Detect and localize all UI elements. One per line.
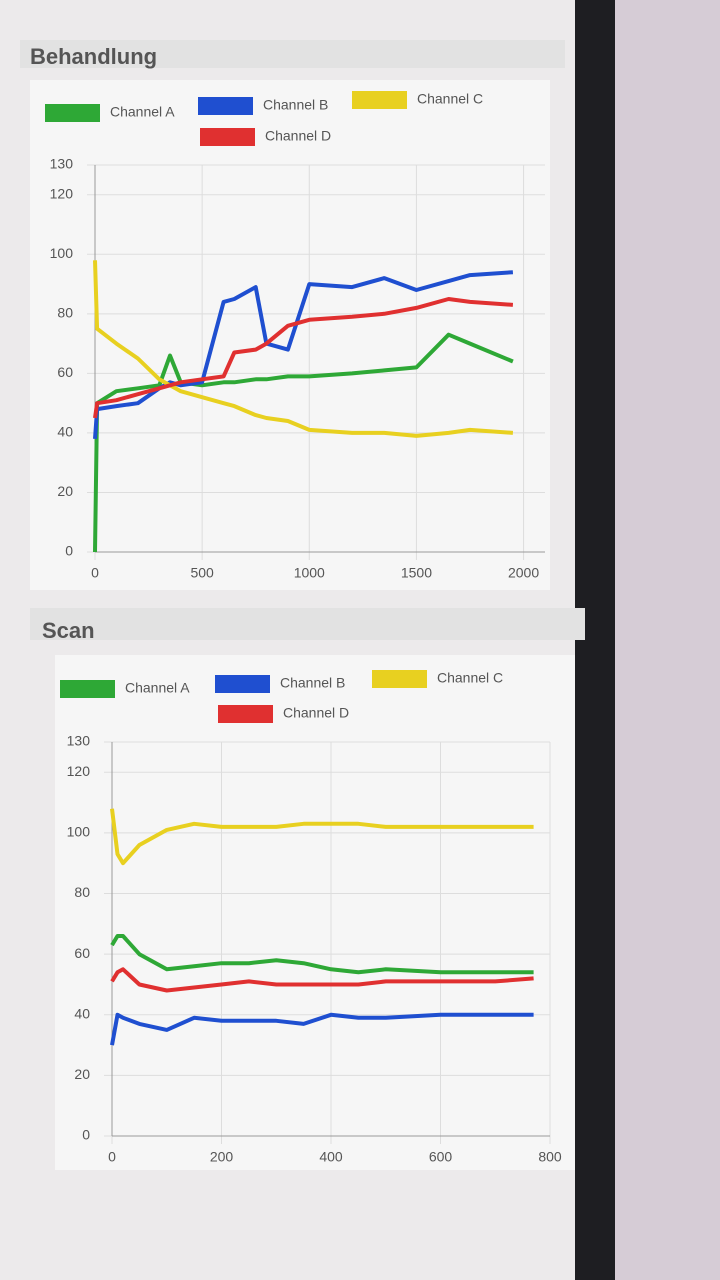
header-bar [30,608,585,640]
series-line [110,1012,534,1046]
legend-swatch [372,670,427,688]
y-tick-label: 100 [50,245,74,261]
series-line [110,934,534,975]
legend-swatch [198,97,253,115]
y-tick-label: 80 [57,305,73,321]
x-tick-label: 1500 [401,565,432,581]
y-tick-label: 120 [50,185,74,201]
legend-label: Channel C [417,91,483,107]
chart-panel [55,655,575,1170]
legend-swatch [200,128,255,146]
series-line [93,297,514,419]
x-tick-label: 400 [319,1149,343,1165]
series-line [93,270,514,440]
legend-label: Channel D [283,705,349,721]
legend-swatch [215,675,270,693]
legend-swatch [218,705,273,723]
y-tick-label: 120 [67,763,91,779]
legend-label: Channel A [110,104,175,120]
y-tick-label: 20 [57,483,73,499]
series-line [110,808,534,866]
y-tick-label: 80 [74,884,90,900]
y-tick-label: 0 [65,543,73,559]
x-tick-label: 200 [210,1149,234,1165]
x-tick-label: 0 [91,565,99,581]
chart-title: Scan [42,618,95,643]
series-line [93,260,514,438]
legend-swatch [60,680,115,698]
legend-label: Channel B [263,97,328,113]
series-line [110,967,534,993]
legend-swatch [352,91,407,109]
y-tick-label: 130 [50,156,74,172]
legend-swatch [45,104,100,122]
x-tick-label: 600 [429,1149,453,1165]
y-tick-label: 100 [67,824,91,840]
header-bar [20,40,565,68]
legend-label: Channel D [265,128,331,144]
x-tick-label: 2000 [508,565,539,581]
y-tick-label: 60 [74,945,90,961]
y-tick-label: 0 [82,1127,90,1143]
legend-label: Channel C [437,670,503,686]
y-tick-label: 60 [57,364,73,380]
y-tick-label: 20 [74,1066,90,1082]
x-tick-label: 800 [538,1149,562,1165]
device-frame [615,0,720,1280]
x-tick-label: 500 [190,565,214,581]
y-tick-label: 130 [67,733,91,749]
legend-label: Channel A [125,680,190,696]
legend-label: Channel B [280,675,345,691]
x-tick-label: 1000 [294,565,325,581]
y-tick-label: 40 [74,1005,90,1021]
series-line [93,332,514,553]
x-tick-label: 0 [108,1149,116,1165]
y-tick-label: 40 [57,424,73,440]
chart-title: Behandlung [30,44,157,69]
